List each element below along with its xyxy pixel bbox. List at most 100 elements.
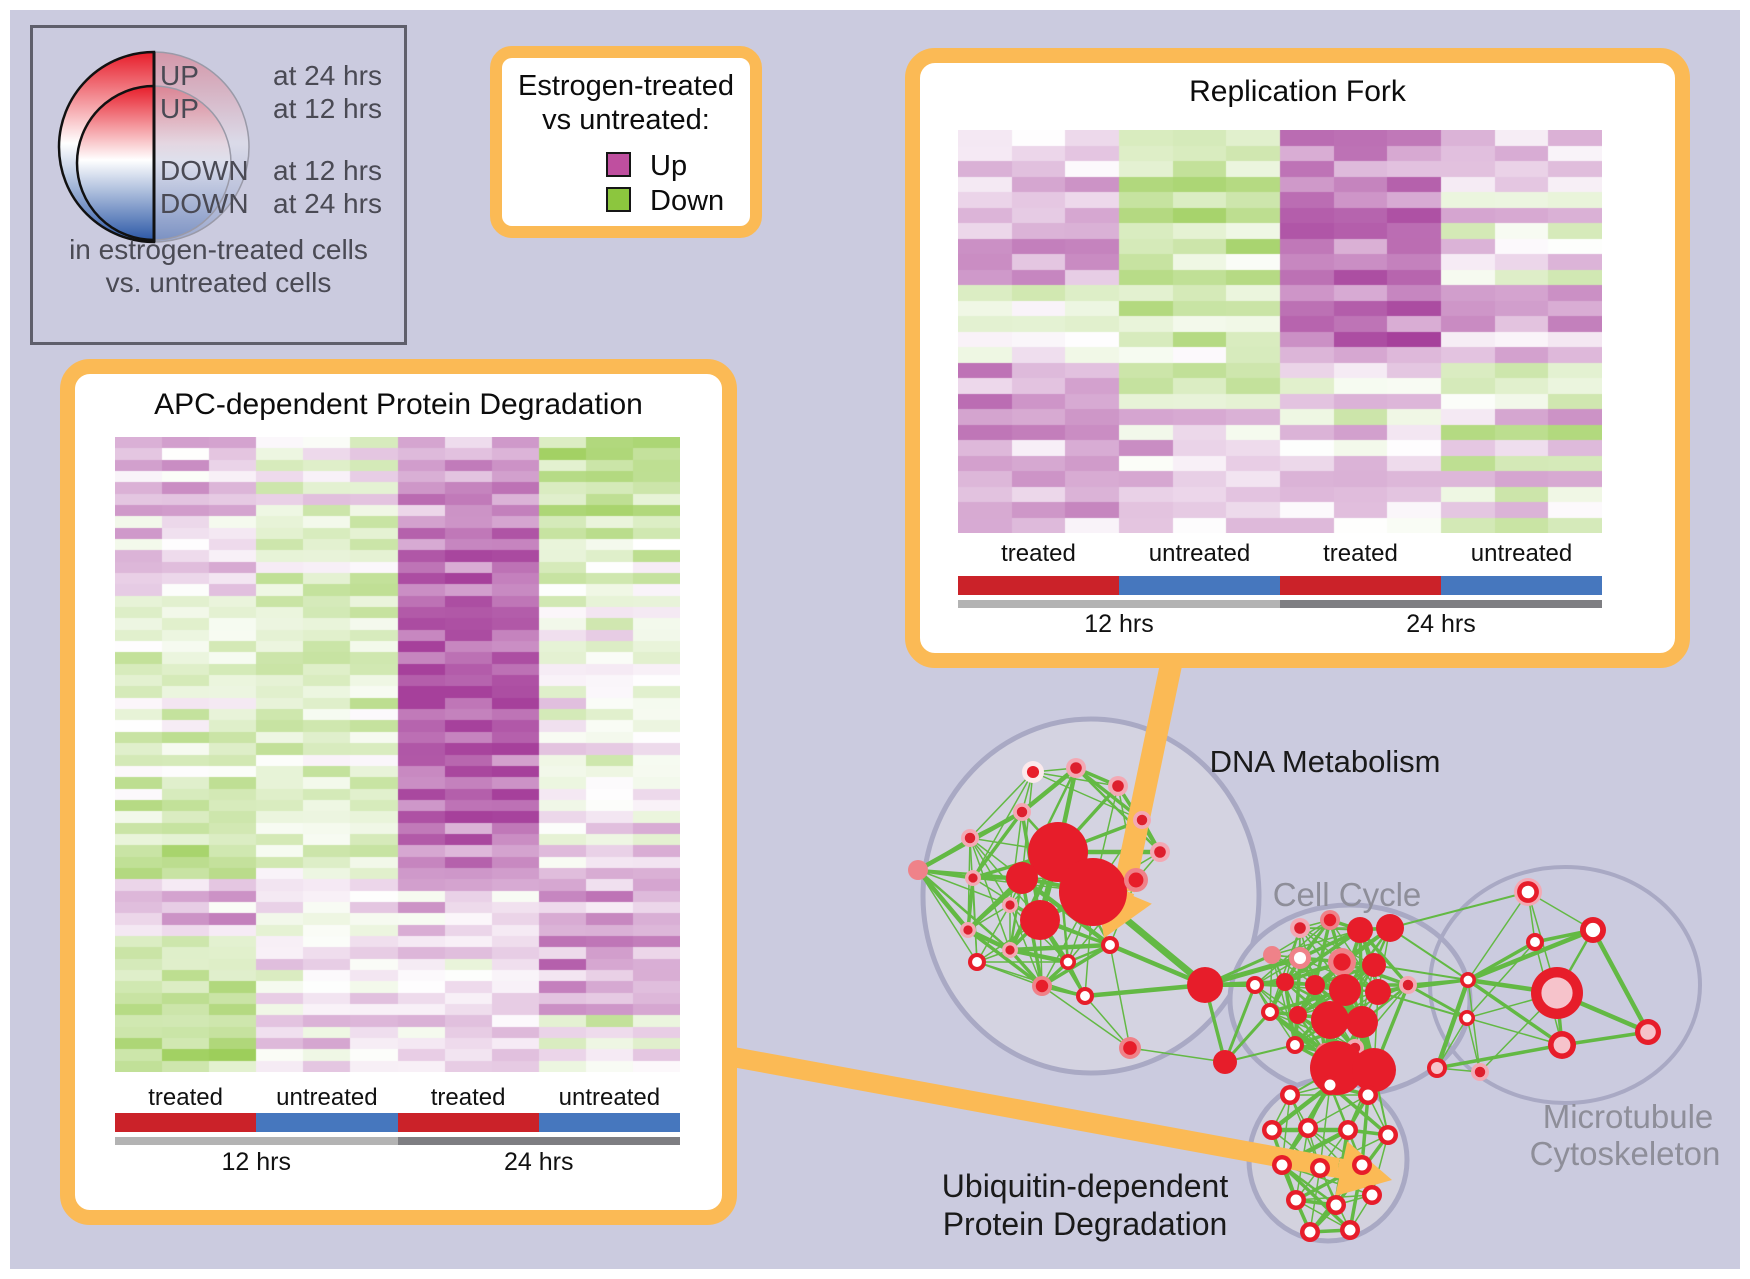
annotation-arrow-shaft xyxy=(731,1047,1340,1178)
gene-node-dna xyxy=(1128,872,1144,888)
color-key-title-line1: Estrogen-treated xyxy=(517,70,734,102)
network-edge xyxy=(1109,944,1131,1049)
network-edge xyxy=(1040,943,1112,988)
untreated-bar xyxy=(1119,576,1280,595)
gene-node-dna xyxy=(1123,1041,1137,1055)
network-edge xyxy=(1466,941,1536,1019)
gene-node-cc xyxy=(1263,946,1281,964)
gene-node-ub xyxy=(1302,1122,1314,1134)
network-edge xyxy=(1465,927,1596,983)
network-edge xyxy=(1590,927,1651,1035)
gene-node-mt xyxy=(1462,1013,1472,1023)
inner-ring-right-outline xyxy=(153,85,232,241)
gene-node-mt xyxy=(1431,1062,1443,1074)
network-edge xyxy=(1434,977,1471,1071)
untreated-bar xyxy=(256,1113,398,1132)
gene-node-mt xyxy=(1640,1024,1656,1040)
gene-node-cc xyxy=(1376,914,1404,942)
network-edge xyxy=(976,904,1011,963)
apc-heatmap xyxy=(115,437,680,1072)
gene-node-dna xyxy=(1063,957,1073,967)
gene-node-dna xyxy=(1016,806,1028,818)
network-edge xyxy=(1560,1030,1650,1047)
gene-node-dna xyxy=(1059,858,1127,926)
gene-node-cc xyxy=(1329,974,1361,1006)
network-edge xyxy=(1224,1044,1296,1063)
treated-bar xyxy=(958,576,1119,595)
network-edge xyxy=(1319,1084,1331,1169)
down-color-swatch xyxy=(606,187,631,212)
network-edge xyxy=(1084,995,1131,1049)
heatmap-group-label: untreated xyxy=(1470,540,1573,567)
cluster-label: Cell Cycle xyxy=(1273,876,1422,913)
replication-fork-heatmap xyxy=(958,130,1602,533)
gene-node-ub xyxy=(1284,1089,1296,1101)
gene-node-dna xyxy=(1112,780,1124,792)
network-edge xyxy=(1223,983,1257,1064)
gene-node-cc xyxy=(1323,913,1337,927)
network-edge xyxy=(1009,904,1043,987)
gene-node-ub xyxy=(1304,1226,1316,1238)
network-edge xyxy=(1082,982,1208,999)
gene-node-ub xyxy=(1324,1079,1336,1091)
network-edge xyxy=(1313,918,1332,987)
network-edge xyxy=(1269,927,1301,1013)
network-edge xyxy=(1376,978,1470,994)
legend-dir-2: UP xyxy=(160,93,199,124)
rf-panel-title: Replication Fork xyxy=(1189,75,1406,108)
legend-dir-3: DOWN xyxy=(160,155,249,186)
time-label: 24 hrs xyxy=(1406,610,1476,638)
up-down-color-key: Estrogen-treated vs untreated: Up Down xyxy=(490,46,762,238)
up-down-gradient-rings xyxy=(57,50,250,244)
untreated-bar xyxy=(538,1113,680,1132)
time-direction-legend: UP at 24 hrs UP at 12 hrs DOWN at 12 hrs… xyxy=(30,25,407,345)
network-edge xyxy=(967,904,1011,931)
gene-node-dna xyxy=(964,832,976,844)
gene-node-ub xyxy=(1314,1162,1326,1174)
gene-node-cc xyxy=(1365,979,1391,1005)
time-label: 12 hrs xyxy=(1084,610,1154,638)
network-edge xyxy=(1466,940,1537,982)
gene-node-dna xyxy=(1006,862,1038,894)
annotation-arrow-shaft xyxy=(1113,657,1183,893)
gene-node-dna xyxy=(1005,900,1015,910)
network-edge xyxy=(1307,1094,1369,1129)
gene-node-cc xyxy=(1265,1007,1275,1017)
treated-bar xyxy=(1280,576,1441,595)
gene-node-dna xyxy=(1070,762,1082,774)
legend-dir-4: DOWN xyxy=(160,188,249,219)
heatmap-group-label: treated xyxy=(148,1084,223,1111)
network-edge xyxy=(1467,891,1529,981)
network-edge xyxy=(1466,1017,1563,1046)
gene-node-dna xyxy=(1080,991,1090,1001)
gene-node-ub xyxy=(1290,1194,1302,1206)
gene-node-ub xyxy=(1344,1224,1356,1236)
gene-node-ub xyxy=(1382,1129,1394,1141)
network-edge xyxy=(916,868,1012,952)
network-edge xyxy=(917,869,978,963)
cluster-label: Ubiquitin-dependent xyxy=(942,1168,1229,1204)
network-edge xyxy=(1032,771,1143,821)
gene-node-cc xyxy=(1293,951,1307,965)
network-edge xyxy=(1389,891,1529,929)
network-edge xyxy=(1371,1134,1389,1196)
legend-footer-line1: in estrogen-treated cells xyxy=(69,234,368,265)
heatmap-group-label: untreated xyxy=(1148,540,1251,567)
gene-node-mt xyxy=(1541,977,1573,1009)
gene-node-ub xyxy=(1362,1089,1374,1101)
gene-node-dna xyxy=(1213,1050,1237,1074)
cluster-label: DNA Metabolism xyxy=(1210,744,1441,779)
gene-node-cc xyxy=(1346,1006,1378,1038)
up-color-swatch xyxy=(606,152,631,177)
gene-node-dna xyxy=(972,957,982,967)
network-edge xyxy=(1466,1017,1481,1073)
legend-time-3: at 12 hrs xyxy=(273,155,382,186)
annotation-arrow-shaft xyxy=(1335,1158,1350,1180)
down-label: Down xyxy=(650,185,725,217)
gene-node-cc xyxy=(1347,917,1373,943)
gene-node-mt xyxy=(1521,885,1535,899)
gene-node-ub xyxy=(1276,1159,1288,1171)
gene-node-ub xyxy=(1330,1199,1342,1211)
heatmap-group-label: treated xyxy=(430,1084,506,1111)
